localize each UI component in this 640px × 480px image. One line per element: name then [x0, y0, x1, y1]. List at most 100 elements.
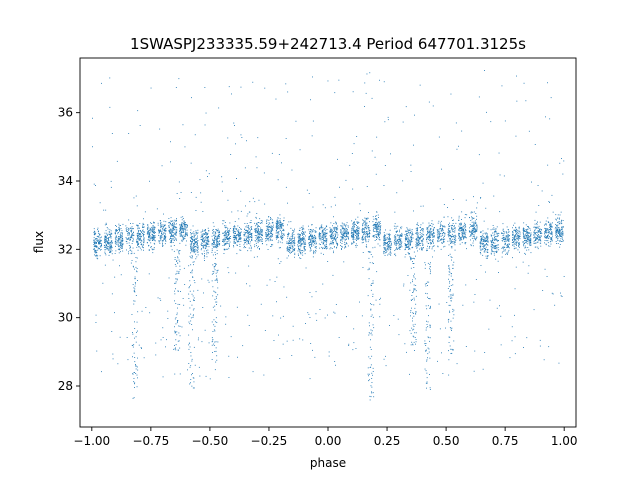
data-point	[557, 238, 559, 239]
data-point	[374, 234, 376, 236]
data-point	[461, 233, 463, 235]
data-point	[152, 235, 154, 237]
data-point	[356, 229, 357, 230]
data-point	[194, 242, 196, 244]
data-point	[523, 222, 525, 224]
data-point	[271, 226, 273, 228]
data-point	[294, 245, 296, 247]
data-point	[408, 242, 409, 244]
data-point	[239, 234, 241, 236]
data-point	[109, 251, 111, 252]
data-point	[141, 243, 143, 245]
data-point	[326, 246, 328, 248]
data-point	[303, 247, 305, 249]
data-point	[440, 224, 442, 225]
data-point	[364, 224, 366, 226]
data-point	[427, 245, 428, 247]
data-point	[401, 226, 403, 228]
data-point	[390, 245, 392, 246]
data-point	[407, 236, 409, 238]
data-point	[405, 244, 407, 245]
data-point	[126, 242, 128, 244]
data-point	[204, 253, 205, 255]
data-point	[276, 219, 278, 221]
data-point	[442, 242, 443, 244]
data-point	[266, 234, 268, 236]
data-point	[470, 244, 472, 246]
data-point	[557, 230, 558, 232]
data-point	[527, 233, 529, 235]
data-point	[271, 219, 273, 221]
data-point	[495, 258, 497, 260]
data-point	[396, 248, 398, 250]
data-point	[470, 234, 472, 236]
data-point	[394, 250, 396, 251]
data-point	[541, 233, 543, 234]
data-point	[213, 244, 214, 246]
data-point	[275, 235, 277, 236]
data-point	[397, 234, 399, 236]
data-point	[130, 249, 131, 251]
data-point	[354, 231, 356, 233]
data-point	[503, 249, 505, 251]
data-point	[362, 236, 364, 238]
data-point	[421, 228, 423, 230]
data-point	[416, 233, 417, 235]
data-point	[247, 230, 249, 232]
data-point	[351, 242, 353, 244]
data-point	[234, 228, 236, 230]
data-point	[329, 231, 331, 233]
data-point	[523, 245, 524, 247]
data-point	[203, 257, 205, 259]
data-point	[106, 223, 107, 225]
data-point	[439, 234, 441, 235]
data-point	[276, 227, 278, 229]
data-point	[299, 234, 301, 236]
data-point	[528, 238, 530, 240]
data-point	[267, 238, 269, 239]
data-point	[286, 248, 288, 249]
data-point	[399, 229, 400, 231]
data-point	[291, 241, 293, 243]
data-point	[516, 233, 518, 235]
data-point	[168, 225, 170, 226]
data-point	[208, 243, 210, 245]
data-point	[120, 251, 121, 253]
data-point	[247, 250, 249, 252]
data-point	[472, 226, 474, 228]
data-point	[342, 227, 344, 228]
data-point	[518, 237, 520, 239]
data-point	[503, 246, 504, 248]
data-point	[116, 230, 118, 232]
data-point	[204, 239, 206, 241]
data-point	[540, 239, 541, 241]
data-point	[428, 239, 430, 241]
data-point	[146, 228, 148, 230]
data-point	[217, 238, 219, 239]
data-point	[562, 233, 563, 235]
data-point	[233, 243, 235, 244]
data-point	[228, 233, 230, 235]
data-point	[267, 225, 269, 227]
data-point	[470, 212, 472, 214]
data-point	[301, 228, 303, 230]
data-point	[439, 227, 441, 229]
data-point	[369, 235, 370, 237]
data-point	[374, 225, 376, 227]
data-point	[545, 223, 547, 224]
data-point	[340, 236, 342, 237]
data-point	[487, 255, 489, 256]
data-point	[153, 229, 155, 231]
data-point	[259, 248, 260, 250]
data-point	[137, 235, 139, 237]
data-point	[277, 234, 278, 236]
data-point	[463, 224, 465, 226]
data-point	[94, 233, 96, 235]
data-point	[142, 227, 143, 228]
data-point	[259, 231, 261, 232]
data-point	[310, 241, 311, 243]
data-point	[545, 220, 547, 222]
data-point	[562, 228, 563, 230]
data-point	[268, 227, 270, 228]
data-point	[363, 239, 364, 241]
